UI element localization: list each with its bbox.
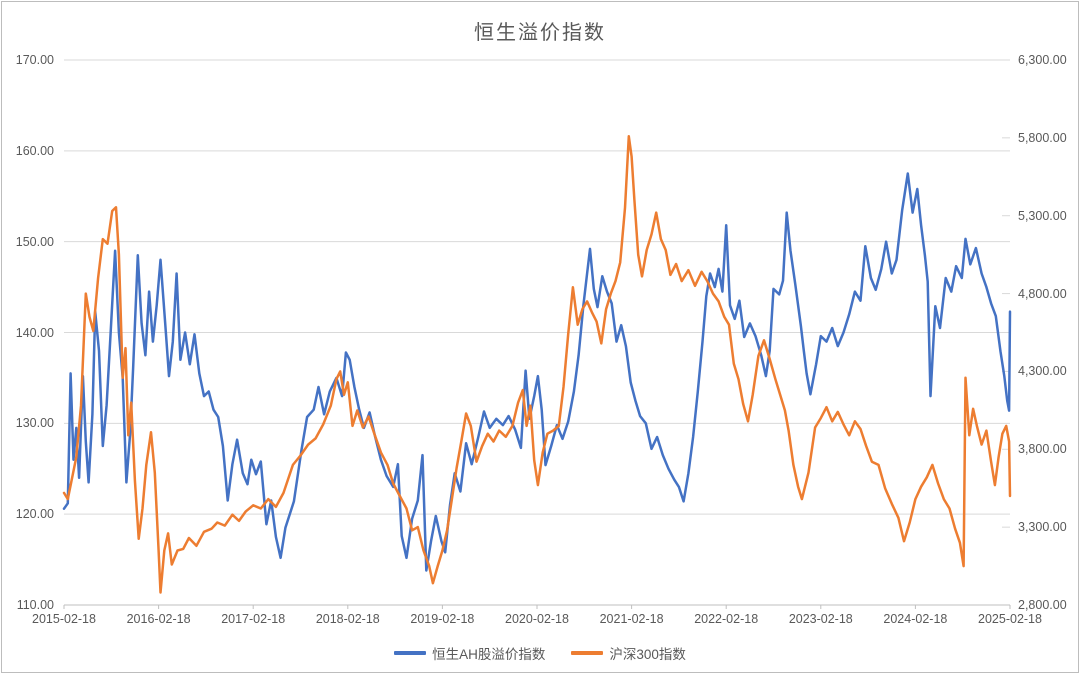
x-axis-tick-label: 2020-02-18 bbox=[492, 612, 582, 626]
legend-line-blue-icon bbox=[394, 651, 426, 655]
right-axis-tick-label: 3,300.00 bbox=[1018, 520, 1080, 534]
right-axis-tick-label: 6,300.00 bbox=[1018, 53, 1080, 67]
right-axis-tick-label: 4,800.00 bbox=[1018, 287, 1080, 301]
x-axis-tick-label: 2015-02-18 bbox=[19, 612, 109, 626]
right-axis-tick-label: 4,300.00 bbox=[1018, 364, 1080, 378]
x-axis-tick-label: 2019-02-18 bbox=[397, 612, 487, 626]
left-axis-tick-label: 140.00 bbox=[0, 326, 54, 340]
x-axis-tick-label: 2016-02-18 bbox=[114, 612, 204, 626]
x-axis-tick-label: 2023-02-18 bbox=[776, 612, 866, 626]
left-axis-tick-label: 110.00 bbox=[0, 598, 54, 612]
series-line-csi300 bbox=[64, 136, 1010, 592]
left-axis-tick-label: 130.00 bbox=[0, 416, 54, 430]
left-axis-tick-label: 120.00 bbox=[0, 507, 54, 521]
legend-item-ah-premium: 恒生AH股溢价指数 bbox=[394, 643, 545, 663]
legend-line-orange-icon bbox=[571, 651, 603, 655]
right-axis-tick-label: 3,800.00 bbox=[1018, 442, 1080, 456]
left-axis-tick-label: 150.00 bbox=[0, 235, 54, 249]
right-axis-tick-label: 2,800.00 bbox=[1018, 598, 1080, 612]
x-axis-tick-label: 2018-02-18 bbox=[303, 612, 393, 626]
series-line-ah-premium bbox=[64, 174, 1010, 571]
right-axis-tick-label: 5,300.00 bbox=[1018, 209, 1080, 223]
left-axis-tick-label: 160.00 bbox=[0, 144, 54, 158]
x-axis-tick-label: 2017-02-18 bbox=[208, 612, 298, 626]
legend-label-ah-premium: 恒生AH股溢价指数 bbox=[432, 643, 545, 663]
left-axis-tick-label: 170.00 bbox=[0, 53, 54, 67]
x-axis-tick-label: 2022-02-18 bbox=[681, 612, 771, 626]
legend: 恒生AH股溢价指数 沪深300指数 bbox=[2, 643, 1078, 663]
x-axis-tick-label: 2024-02-18 bbox=[870, 612, 960, 626]
legend-label-csi300: 沪深300指数 bbox=[609, 643, 686, 663]
legend-item-csi300: 沪深300指数 bbox=[571, 643, 686, 663]
right-axis-tick-label: 5,800.00 bbox=[1018, 131, 1080, 145]
x-axis-tick-label: 2021-02-18 bbox=[587, 612, 677, 626]
x-axis-tick-label: 2025-02-18 bbox=[965, 612, 1055, 626]
